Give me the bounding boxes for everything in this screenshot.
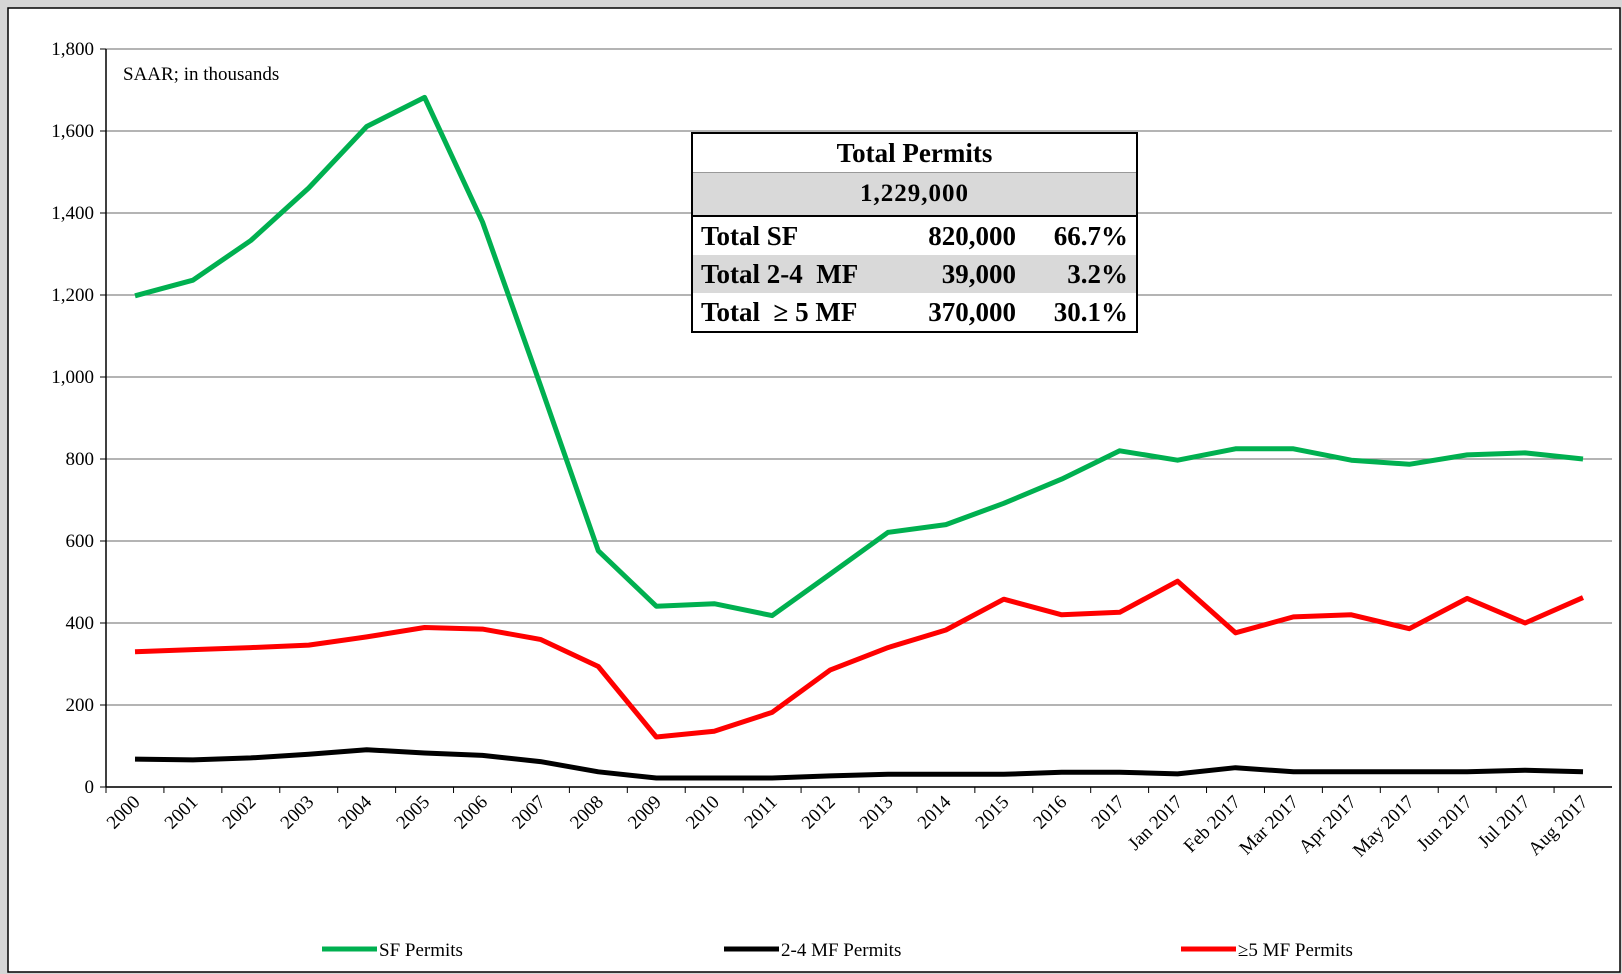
y-tick-label: 400 bbox=[66, 613, 95, 634]
y-tick-label: 1,000 bbox=[51, 367, 94, 388]
line-series bbox=[134, 94, 1584, 619]
y-tick-label: 1,800 bbox=[51, 39, 94, 60]
table-row: Total ≥ 5 MF 370,000 30.1% bbox=[693, 293, 1136, 331]
y-tick-label: 1,400 bbox=[51, 203, 94, 224]
y-tick-label: 1,200 bbox=[51, 285, 94, 306]
y-tick-label: 600 bbox=[66, 531, 95, 552]
y-tick-label: 200 bbox=[66, 695, 95, 716]
table-total: 1,229,000 bbox=[693, 173, 1136, 217]
legend-label: SF Permits bbox=[379, 940, 463, 961]
y-tick-label: 1,600 bbox=[51, 121, 94, 142]
y-tick-label: 800 bbox=[66, 449, 95, 470]
cell: Total 2-4 MF bbox=[701, 259, 859, 289]
table-row: Total 2-4 MF 39,000 3.2% bbox=[693, 255, 1136, 293]
line-series bbox=[134, 747, 1584, 781]
table-row: Total SF 820,000 66.7% bbox=[693, 217, 1136, 255]
cell: 66.7% bbox=[1053, 221, 1128, 251]
cell: 820,000 bbox=[928, 221, 1016, 251]
legend-label: ≥5 MF Permits bbox=[1238, 940, 1353, 961]
cell: 370,000 bbox=[928, 297, 1016, 327]
summary-table: Total Permits 1,229,000 Total SF 820,000 6… bbox=[691, 132, 1138, 333]
cell: Total ≥ 5 MF bbox=[701, 297, 858, 327]
cell: 39,000 bbox=[941, 259, 1016, 289]
line-series bbox=[134, 578, 1585, 740]
table-title: Total Permits bbox=[693, 134, 1136, 173]
annotation: SAAR; in thousands bbox=[123, 64, 279, 85]
cell: 30.1% bbox=[1053, 297, 1128, 327]
legend-label: 2-4 MF Permits bbox=[781, 940, 901, 961]
y-tick-label: 0 bbox=[85, 777, 95, 798]
cell: 3.2% bbox=[1067, 259, 1128, 289]
cell: Total SF bbox=[701, 221, 799, 251]
